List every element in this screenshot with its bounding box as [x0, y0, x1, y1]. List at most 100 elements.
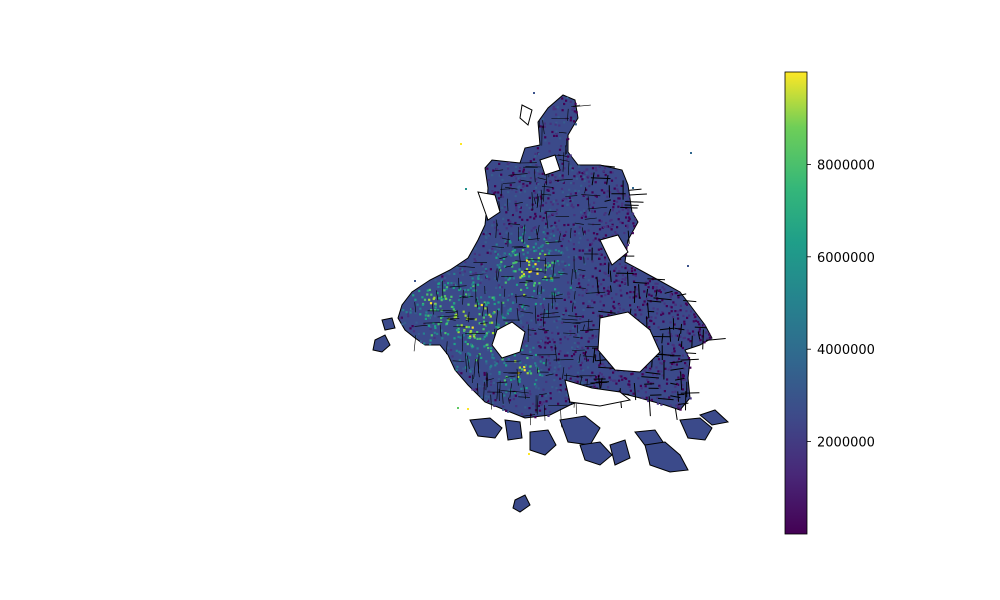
- data-point: [512, 262, 515, 265]
- data-point: [693, 333, 696, 337]
- data-point: [684, 362, 687, 365]
- data-point: [522, 253, 525, 256]
- data-point: [523, 226, 526, 229]
- data-point: [643, 369, 646, 372]
- data-point: [536, 268, 539, 271]
- data-point: [556, 132, 559, 135]
- data-point: [539, 252, 542, 255]
- data-point: [589, 243, 592, 247]
- data-point: [561, 191, 564, 194]
- block-edge: [486, 306, 489, 315]
- data-point: [473, 336, 476, 339]
- data-point: [559, 338, 562, 341]
- data-point: [432, 297, 435, 301]
- data-point: [550, 233, 553, 236]
- data-point: [513, 249, 516, 252]
- block-edge: [495, 222, 497, 238]
- data-point: [528, 236, 531, 239]
- data-point: [586, 168, 589, 171]
- data-point: [545, 380, 548, 383]
- data-point: [503, 362, 506, 365]
- data-point: [512, 171, 515, 175]
- data-point: [573, 234, 576, 237]
- data-point: [667, 342, 670, 345]
- data-point: [469, 331, 472, 334]
- data-point: [519, 315, 522, 318]
- data-point: [587, 175, 590, 178]
- data-point: [663, 302, 666, 305]
- data-point: [531, 328, 534, 331]
- data-point: [630, 267, 633, 270]
- data-point: [493, 361, 496, 364]
- data-point: [509, 241, 512, 244]
- data-point: [452, 283, 455, 286]
- data-point: [616, 188, 619, 191]
- data-point: [419, 307, 422, 310]
- data-point: [570, 204, 573, 207]
- data-point: [487, 234, 490, 237]
- data-point: [531, 295, 534, 299]
- block-edge: [536, 395, 539, 415]
- data-point: [669, 333, 672, 336]
- data-point: [540, 318, 543, 321]
- block-edge: [664, 290, 673, 294]
- data-point: [645, 298, 649, 301]
- data-point: [513, 377, 516, 381]
- data-point: [571, 167, 574, 170]
- data-point: [612, 300, 615, 303]
- data-point: [572, 326, 575, 329]
- data-point: [659, 386, 662, 389]
- data-point: [574, 325, 577, 328]
- data-point: [542, 388, 545, 391]
- data-point: [561, 176, 564, 179]
- data-point: [493, 277, 497, 280]
- block-edge: [500, 390, 518, 393]
- data-point: [669, 366, 672, 369]
- data-point: [501, 195, 504, 198]
- data-point: [557, 116, 560, 119]
- data-point: [542, 328, 545, 331]
- data-point: [495, 362, 498, 365]
- block-edge: [581, 227, 584, 236]
- data-point: [534, 263, 537, 266]
- data-point: [558, 271, 561, 274]
- data-point: [600, 253, 603, 256]
- data-point: [440, 279, 443, 282]
- data-point: [687, 357, 691, 360]
- data-point: [601, 309, 604, 312]
- data-point: [523, 175, 526, 178]
- data-point: [554, 249, 557, 252]
- data-point: [600, 247, 603, 250]
- data-point: [514, 394, 517, 397]
- data-point: [619, 221, 622, 224]
- data-point: [570, 365, 573, 368]
- block-edge: [515, 294, 517, 304]
- data-point: [530, 319, 533, 322]
- data-point: [618, 375, 621, 378]
- data-point: [504, 281, 507, 284]
- data-point: [545, 362, 548, 365]
- data-point: [511, 393, 514, 396]
- data-point: [549, 294, 552, 297]
- data-point: [467, 326, 470, 329]
- data-point: [678, 404, 681, 407]
- data-point: [489, 366, 492, 369]
- data-point: [631, 232, 634, 235]
- data-point: [493, 404, 496, 407]
- data-point: [436, 292, 439, 295]
- data-point: [496, 167, 499, 171]
- data-point: [620, 184, 623, 187]
- data-point: [663, 397, 666, 400]
- block-edge: [503, 288, 506, 297]
- data-point: [490, 347, 493, 350]
- data-point: [572, 288, 575, 292]
- block-edge: [545, 373, 554, 376]
- data-point: [603, 167, 607, 170]
- data-point: [491, 224, 494, 227]
- data-point: [469, 368, 472, 371]
- data-point: [682, 378, 685, 381]
- data-point: [607, 286, 610, 289]
- block-edge: [544, 257, 546, 274]
- data-point: [631, 212, 635, 215]
- data-point: [437, 323, 440, 326]
